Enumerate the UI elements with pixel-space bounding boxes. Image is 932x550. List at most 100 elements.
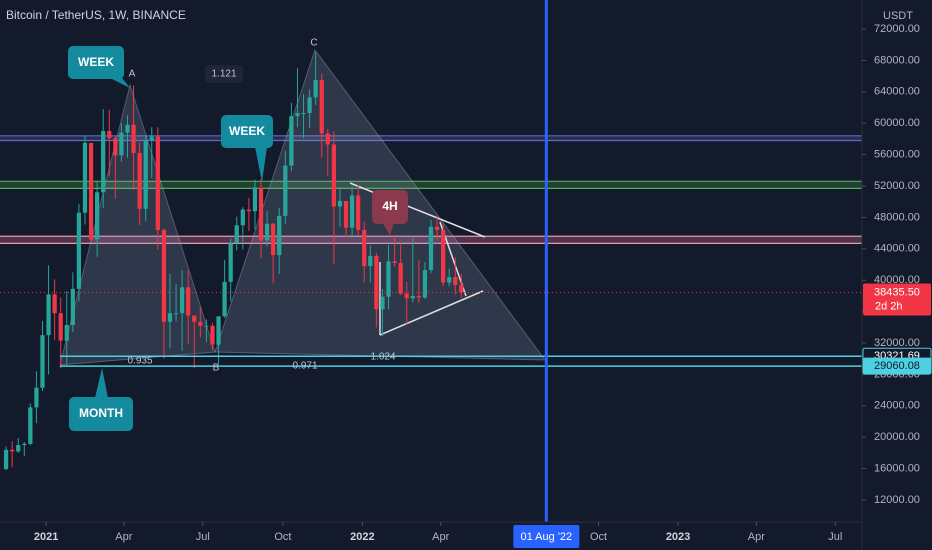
x-tick-label: Jul bbox=[828, 531, 842, 543]
candle-body bbox=[416, 295, 421, 298]
annotation: WEEK bbox=[229, 124, 265, 138]
countdown: 2d 2h bbox=[875, 300, 903, 312]
candle-body bbox=[173, 313, 179, 315]
candle-body bbox=[374, 255, 379, 310]
x-tick-label: Oct bbox=[590, 531, 607, 543]
candle-body bbox=[167, 313, 173, 322]
y-tick-label: 68000.00 bbox=[874, 54, 920, 66]
annotation: MONTH bbox=[79, 406, 123, 420]
candle-body bbox=[107, 131, 112, 139]
x-tick-label: 2022 bbox=[350, 531, 374, 543]
candle-body bbox=[264, 223, 270, 241]
bubble-pointer bbox=[110, 78, 130, 88]
x-tick-label: Apr bbox=[115, 531, 132, 543]
candle-body bbox=[234, 225, 239, 244]
candle-body bbox=[3, 449, 9, 470]
candle-body bbox=[246, 209, 252, 212]
candle-body bbox=[447, 277, 452, 283]
y-tick-label: 24000.00 bbox=[874, 400, 920, 412]
y-tick-label: 56000.00 bbox=[874, 149, 920, 161]
y-tick-label: 72000.00 bbox=[874, 23, 920, 35]
candle-body bbox=[343, 200, 349, 228]
y-tick-label: 40000.00 bbox=[874, 274, 920, 286]
candle-body bbox=[252, 187, 258, 212]
candle-body bbox=[119, 132, 124, 156]
level-tag-label: 29060.08 bbox=[874, 360, 920, 372]
fib-label: 0.935 bbox=[127, 356, 152, 367]
levels bbox=[0, 0, 862, 522]
fib-label: 0.971 bbox=[292, 361, 317, 372]
bubble bbox=[221, 115, 273, 148]
candle-body bbox=[40, 335, 45, 388]
vline-tag bbox=[513, 525, 580, 548]
candle-body bbox=[46, 294, 51, 336]
x-tick-label: Apr bbox=[432, 531, 449, 543]
candle-body bbox=[441, 229, 446, 283]
candle-body bbox=[368, 255, 373, 267]
candle-body bbox=[186, 287, 191, 316]
candle-body bbox=[392, 261, 397, 263]
candle-body bbox=[70, 288, 75, 325]
vline-label: 01 Aug '22 bbox=[521, 531, 573, 543]
candle-body bbox=[198, 321, 203, 326]
candle-body bbox=[404, 293, 409, 299]
candle-body bbox=[349, 195, 355, 228]
candle-body bbox=[10, 449, 15, 452]
candle-body bbox=[149, 136, 154, 141]
annotation: 4H bbox=[382, 199, 397, 213]
candle-body bbox=[82, 142, 88, 213]
x-tick-label: 2023 bbox=[666, 531, 690, 543]
triangle-bottom bbox=[379, 290, 484, 336]
fib-box bbox=[205, 65, 243, 83]
candle-body bbox=[380, 296, 385, 310]
annotation: WEEK bbox=[78, 55, 114, 69]
candle-body bbox=[113, 138, 118, 156]
candle-body bbox=[58, 313, 63, 341]
point-label: A bbox=[129, 69, 136, 80]
candle-body bbox=[28, 407, 33, 444]
candle-body bbox=[319, 80, 324, 134]
candle-body bbox=[410, 295, 415, 299]
x-tick-label: Jul bbox=[196, 531, 210, 543]
candle-body bbox=[428, 226, 434, 271]
candle-body bbox=[398, 262, 403, 294]
x-tick-label: 2021 bbox=[34, 531, 58, 543]
candle-body bbox=[155, 136, 160, 230]
level-tag bbox=[862, 357, 932, 375]
candle-body bbox=[210, 325, 215, 345]
overlay: 12000.0016000.0020000.0024000.0028000.00… bbox=[34, 23, 932, 548]
annotations: WEEK WEEK MONTH 4H bbox=[68, 46, 408, 431]
time-axis bbox=[0, 522, 932, 550]
candle-body bbox=[143, 140, 148, 209]
candle-body bbox=[362, 229, 367, 267]
candle-body bbox=[453, 277, 458, 285]
candle-body bbox=[277, 215, 282, 256]
fib-label: 1.121 bbox=[211, 69, 236, 80]
y-tick-label: 16000.00 bbox=[874, 463, 920, 475]
candle-body bbox=[216, 316, 221, 345]
candle-body bbox=[434, 226, 440, 230]
candle-body bbox=[258, 187, 264, 241]
candle-body bbox=[22, 443, 27, 446]
currency: USDT bbox=[883, 10, 913, 22]
candle-body bbox=[459, 284, 464, 293]
candle-body bbox=[422, 270, 428, 298]
candle-body bbox=[325, 133, 330, 145]
candle-body bbox=[16, 445, 21, 452]
y-tick-label: 32000.00 bbox=[874, 337, 920, 349]
bubble-pointer bbox=[255, 147, 267, 182]
candle-body bbox=[331, 144, 336, 207]
candle-body bbox=[283, 165, 288, 216]
candle-body bbox=[204, 325, 209, 327]
price-axis bbox=[862, 0, 932, 550]
candle-body bbox=[125, 124, 130, 133]
candle-body bbox=[34, 387, 39, 408]
x-tick-label: Apr bbox=[748, 531, 765, 543]
x-tick-label: Oct bbox=[274, 531, 291, 543]
candle-body bbox=[101, 131, 106, 193]
candle-body bbox=[313, 80, 318, 98]
bubble-pointer bbox=[382, 222, 394, 236]
candle-body bbox=[52, 294, 57, 314]
bubble-pointer bbox=[95, 368, 108, 398]
candle-body bbox=[301, 113, 306, 115]
